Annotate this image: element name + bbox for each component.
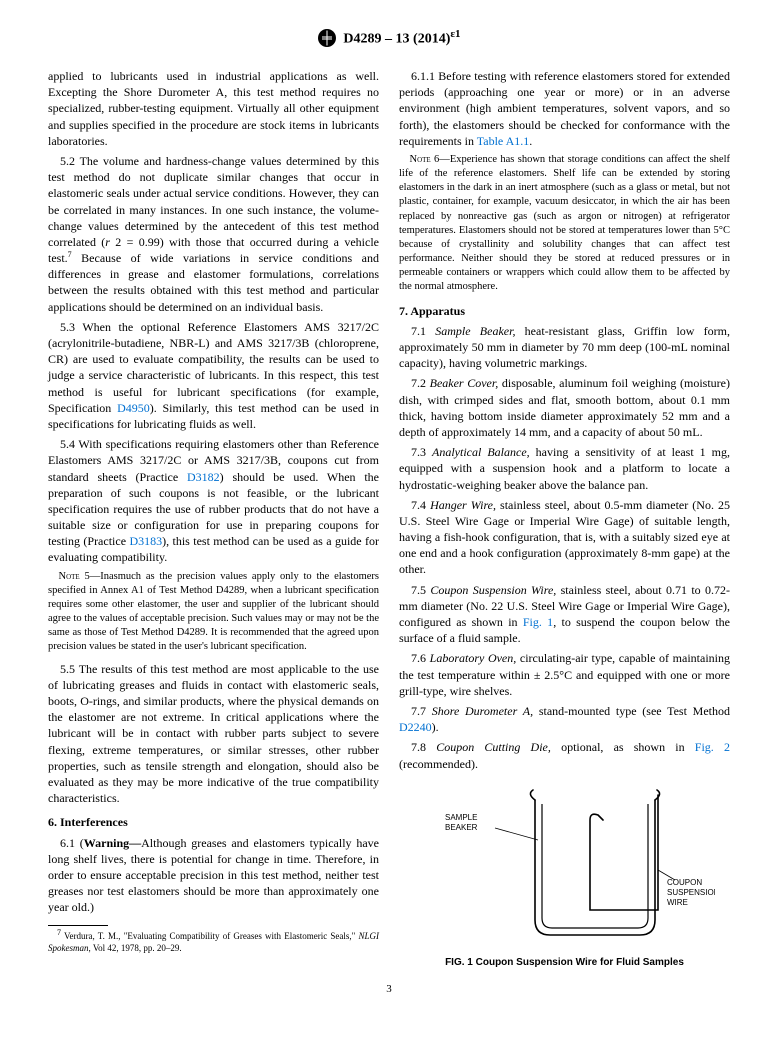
footnote-block: 7 Verdura, T. M., "Evaluating Compatibil… — [48, 925, 379, 954]
content-columns: applied to lubricants used in industrial… — [48, 68, 730, 969]
figure-1-caption: FIG. 1 Coupon Suspension Wire for Fluid … — [399, 956, 730, 970]
para-6-1-1: 6.1.1 Before testing with reference elas… — [399, 68, 730, 149]
para-5-3: 5.3 When the optional Reference Elastome… — [48, 319, 379, 432]
para-7-2: 7.2 Beaker Cover, disposable, aluminum f… — [399, 375, 730, 440]
para-7-7: 7.7 Shore Durometer A, stand-mounted typ… — [399, 703, 730, 735]
ref-fig-2: Fig. 2 — [695, 740, 730, 754]
para-7-6: 7.6 Laboratory Oven, circulating-air typ… — [399, 650, 730, 699]
para-7-4: 7.4 Hanger Wire, stainless steel, about … — [399, 497, 730, 578]
page-number: 3 — [48, 983, 730, 995]
section-6-title: 6. Interferences — [48, 814, 379, 830]
figure-1: SAMPLE BEAKER COUPON SUSPENSION WIRE FIG… — [399, 780, 730, 970]
fig1-label-beaker: SAMPLE BEAKER — [445, 813, 480, 832]
ref-table-a1-1: Table A1.1 — [477, 134, 529, 148]
ref-d4950: D4950 — [117, 401, 150, 415]
footnote-separator — [48, 925, 108, 926]
para-5-5: 5.5 The results of this test method are … — [48, 661, 379, 807]
doc-designation: D4289 – 13 (2014)ɛ1 — [343, 28, 460, 48]
ref-d3182: D3182 — [187, 470, 220, 484]
doc-header: D4289 – 13 (2014)ɛ1 — [48, 28, 730, 48]
footnote-7: 7 Verdura, T. M., "Evaluating Compatibil… — [48, 928, 379, 954]
para-7-1: 7.1 Sample Beaker, heat-resistant glass,… — [399, 323, 730, 372]
figure-1-svg: SAMPLE BEAKER COUPON SUSPENSION WIRE — [415, 780, 715, 950]
para-5-2: 5.2 The volume and hardness-change value… — [48, 153, 379, 315]
para-6-1: 6.1 (Warning—Although greases and elasto… — [48, 835, 379, 916]
section-7-title: 7. Apparatus — [399, 303, 730, 319]
para-7-8: 7.8 Coupon Cutting Die, optional, as sho… — [399, 739, 730, 771]
ref-d2240: D2240 — [399, 720, 432, 734]
para-7-3: 7.3 Analytical Balance, having a sensiti… — [399, 444, 730, 493]
astm-logo — [317, 28, 337, 48]
para-7-5: 7.5 Coupon Suspension Wire, stainless st… — [399, 582, 730, 647]
ref-d3183: D3183 — [129, 534, 162, 548]
para-5-4: 5.4 With specifications requiring elasto… — [48, 436, 379, 566]
ref-fig-1: Fig. 1 — [523, 615, 553, 629]
para-5-1-continued: applied to lubricants used in industrial… — [48, 68, 379, 149]
note-6: Note 6—Experience has shown that storage… — [399, 153, 730, 295]
fig1-label-wire: COUPON SUSPENSION WIRE — [667, 878, 715, 907]
note-5: Note 5—Inasmuch as the precision values … — [48, 570, 379, 655]
